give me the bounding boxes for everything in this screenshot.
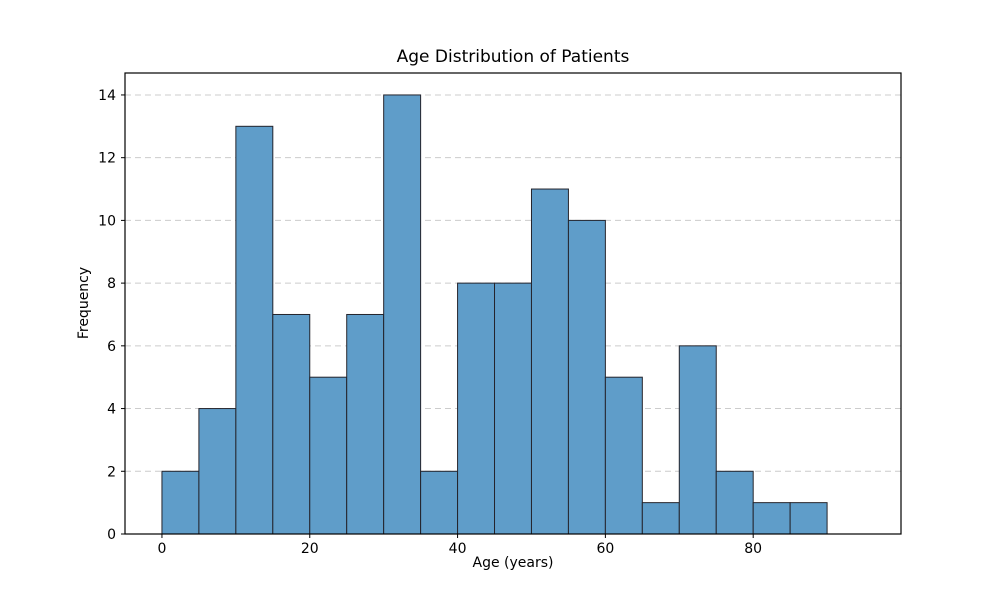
histogram-bar — [309, 376, 348, 535]
histogram-bar — [494, 282, 532, 535]
chart-title: Age Distribution of Patients — [396, 47, 630, 67]
y-tick-label: 10 — [98, 213, 116, 229]
y-tick-label: 2 — [107, 464, 116, 480]
histogram-bar — [567, 219, 606, 535]
x-tick-label: 80 — [744, 541, 762, 557]
histogram-bar — [235, 125, 274, 535]
histogram-bar — [789, 502, 828, 535]
histogram-bar — [272, 313, 311, 535]
histogram-bar — [752, 502, 791, 535]
y-tick-label: 4 — [107, 402, 116, 418]
plot-border — [124, 72, 902, 535]
histogram-bar — [420, 470, 459, 535]
histogram-bar — [383, 94, 422, 535]
histogram-bar — [678, 345, 717, 535]
x-tick-label: 40 — [449, 541, 467, 557]
x-tick-label: 20 — [301, 541, 319, 557]
y-tick-label: 6 — [107, 339, 116, 355]
y-tick-label: 14 — [98, 88, 116, 104]
y-tick-label: 8 — [107, 276, 116, 292]
x-axis-label: Age (years) — [472, 555, 554, 571]
histogram-bar — [641, 502, 680, 535]
y-tick-label: 12 — [98, 151, 116, 167]
histogram-bar — [604, 376, 643, 535]
y-tick-label: 0 — [107, 527, 116, 543]
histogram-bar — [161, 470, 200, 535]
histogram-bar — [198, 408, 237, 535]
x-tick-label: 60 — [596, 541, 614, 557]
histogram-bar — [457, 282, 496, 535]
histogram-bar — [715, 470, 754, 535]
x-tick-label: 0 — [157, 541, 166, 557]
histogram-bar — [530, 188, 569, 535]
y-axis-label: Frequency — [76, 266, 92, 340]
histogram-bar — [346, 313, 385, 535]
